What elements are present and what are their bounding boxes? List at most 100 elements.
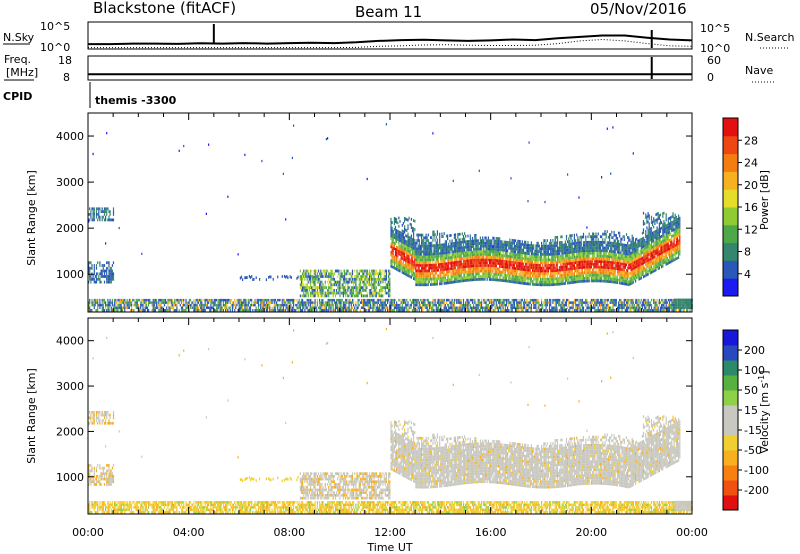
heatmap-cell bbox=[385, 123, 387, 126]
heatmap-cell bbox=[336, 306, 338, 309]
heatmap-cell bbox=[393, 261, 395, 264]
heatmap-cell bbox=[520, 259, 522, 263]
heatmap-cell bbox=[505, 301, 508, 304]
heatmap-cell bbox=[384, 291, 386, 295]
heatmap-cell bbox=[505, 263, 508, 266]
heatmap-cell bbox=[167, 309, 169, 312]
heatmap-cell bbox=[496, 267, 498, 271]
heatmap-cell bbox=[496, 248, 498, 251]
heatmap-cell bbox=[481, 244, 483, 248]
heatmap-cell bbox=[552, 309, 554, 312]
heatmap-cell bbox=[526, 282, 528, 286]
heatmap-cell bbox=[145, 303, 147, 307]
heatmap-cell bbox=[336, 283, 338, 287]
heatmap-cell bbox=[105, 215, 107, 219]
heatmap-cell bbox=[492, 245, 494, 248]
heatmap-cell bbox=[504, 306, 506, 309]
heatmap-cell bbox=[573, 298, 575, 302]
heatmap-cell bbox=[554, 306, 556, 309]
heatmap-cell bbox=[554, 269, 556, 272]
heatmap-cell bbox=[127, 301, 129, 304]
heatmap-cell bbox=[503, 268, 505, 271]
heatmap-cell bbox=[371, 283, 373, 287]
heatmap-cell bbox=[432, 283, 434, 286]
heatmap-cell bbox=[575, 303, 577, 307]
heatmap-cell bbox=[467, 306, 469, 309]
freq-tick-bottom: 8 bbox=[63, 71, 70, 84]
heatmap-cell bbox=[484, 306, 486, 309]
heatmap-cell bbox=[481, 266, 483, 270]
heatmap-cell bbox=[572, 275, 574, 279]
heatmap-cell bbox=[454, 309, 457, 312]
heatmap-cell bbox=[391, 259, 393, 263]
date-label: 05/Nov/2016 bbox=[590, 0, 687, 18]
heatmap-cell bbox=[330, 298, 332, 302]
heatmap-cell bbox=[413, 260, 415, 264]
heatmap-cell bbox=[552, 252, 554, 256]
heatmap-cell bbox=[467, 251, 469, 254]
heatmap-cell bbox=[397, 229, 399, 233]
heatmap-cell bbox=[409, 264, 411, 268]
heatmap-cell bbox=[510, 303, 512, 307]
heatmap-cell bbox=[355, 275, 357, 278]
heatmap-cell bbox=[486, 272, 488, 276]
heatmap-cell bbox=[351, 272, 354, 276]
heatmap-cell bbox=[399, 303, 401, 307]
heatmap-cell bbox=[297, 301, 299, 304]
heatmap-cell bbox=[98, 207, 100, 211]
heatmap-cell bbox=[537, 244, 539, 248]
heatmap-cell bbox=[204, 309, 206, 312]
heatmap-cell bbox=[437, 252, 440, 255]
heatmap-cell bbox=[159, 298, 161, 302]
heatmap-cell bbox=[570, 281, 572, 285]
heatmap-cell bbox=[410, 245, 412, 249]
heatmap-cell bbox=[475, 269, 477, 273]
heatmap-cell bbox=[491, 278, 493, 281]
heatmap-cell bbox=[509, 269, 511, 272]
heatmap-cell bbox=[151, 301, 153, 304]
heatmap-cell bbox=[473, 256, 475, 259]
heatmap-cell bbox=[228, 298, 230, 302]
heatmap-cell bbox=[454, 261, 457, 264]
heatmap-cell bbox=[92, 218, 94, 222]
heatmap-cell bbox=[401, 232, 403, 236]
heatmap-cell bbox=[299, 309, 301, 312]
heatmap-cell bbox=[410, 226, 412, 229]
heatmap-cell bbox=[218, 306, 220, 309]
heatmap-cell bbox=[390, 237, 392, 240]
heatmap-cell bbox=[456, 249, 458, 253]
heatmap-cell bbox=[473, 275, 475, 279]
heatmap-cell bbox=[449, 259, 451, 262]
heatmap-cell bbox=[195, 306, 197, 309]
heatmap-cell bbox=[553, 272, 555, 275]
heatmap-cell bbox=[459, 232, 461, 236]
heatmap-cell bbox=[325, 306, 327, 309]
heatmap-cell bbox=[357, 275, 359, 278]
heatmap-cell bbox=[195, 298, 197, 302]
heatmap-cell bbox=[453, 301, 455, 304]
heatmap-cell bbox=[529, 260, 531, 264]
heatmap-cell bbox=[141, 301, 143, 304]
heatmap-cell bbox=[194, 306, 196, 309]
heatmap-cell bbox=[498, 251, 500, 254]
heatmap-cell bbox=[541, 272, 543, 276]
heatmap-cell bbox=[460, 263, 462, 266]
heatmap-cell bbox=[110, 272, 112, 276]
heatmap-cell bbox=[425, 250, 427, 253]
heatmap-cell bbox=[475, 239, 477, 243]
heatmap-cell bbox=[370, 277, 372, 281]
heatmap-cell bbox=[365, 294, 367, 298]
heatmap-cell bbox=[339, 298, 341, 302]
heatmap-cell bbox=[515, 269, 517, 273]
heatmap-cell bbox=[442, 262, 444, 266]
heatmap-cell bbox=[397, 251, 399, 255]
heatmap-cell bbox=[402, 309, 404, 312]
heatmap-cell bbox=[388, 309, 390, 312]
heatmap-cell bbox=[504, 271, 506, 274]
heatmap-cell bbox=[319, 283, 321, 287]
heatmap-cell bbox=[419, 277, 421, 281]
heatmap-cell bbox=[418, 239, 420, 242]
heatmap-cell bbox=[439, 254, 441, 258]
heatmap-cell bbox=[473, 272, 475, 276]
heatmap-cell bbox=[364, 289, 366, 292]
